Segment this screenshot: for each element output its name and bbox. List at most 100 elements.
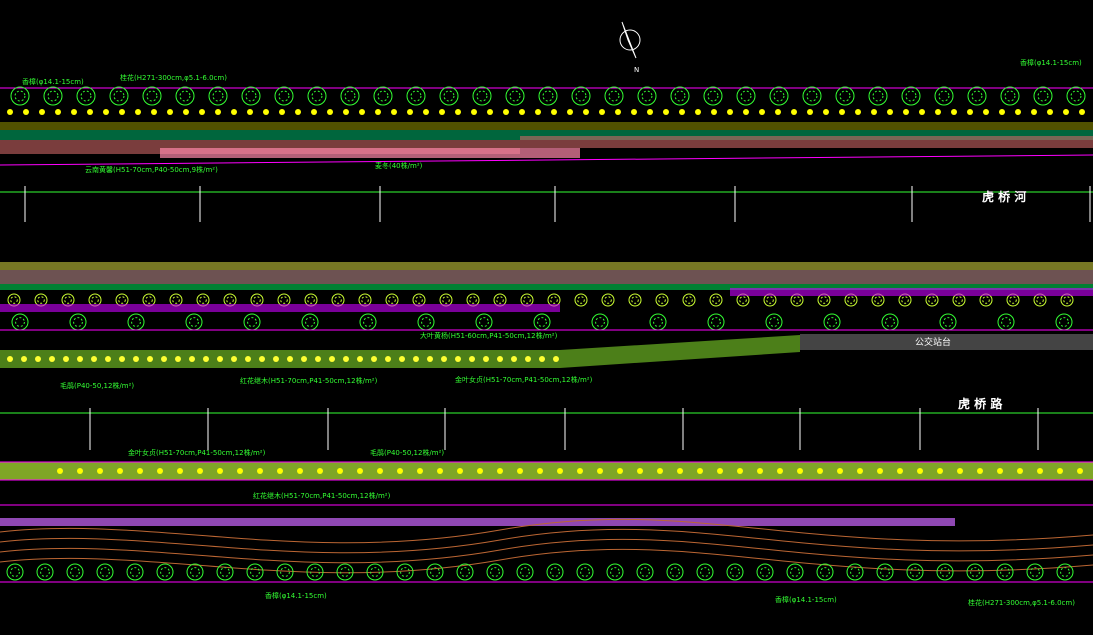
shrub (161, 356, 167, 362)
tree (306, 563, 324, 581)
tree (906, 563, 924, 581)
label: 红花继木(H51-70cm,P41-50cm,12株/m²) (253, 491, 391, 500)
shrub (137, 468, 143, 474)
shrub (71, 109, 77, 115)
tree (472, 86, 492, 106)
tree-canopy (670, 567, 680, 577)
shrub (97, 468, 103, 474)
shrub (977, 468, 983, 474)
shrub (417, 468, 423, 474)
shrub (57, 468, 63, 474)
shrub (855, 109, 861, 115)
planting-band (0, 284, 1093, 290)
tree-canopy (460, 567, 470, 577)
shrub (7, 109, 13, 115)
tree-canopy (307, 296, 315, 304)
shrub (997, 468, 1003, 474)
tree (1026, 563, 1044, 581)
shrub (343, 356, 349, 362)
tree-canopy (430, 567, 440, 577)
tree (816, 563, 834, 581)
shrub (511, 356, 517, 362)
shrub (133, 356, 139, 362)
shrub (151, 109, 157, 115)
label: 香樟(φ14.1-15cm) (265, 591, 327, 600)
tree-canopy (938, 90, 950, 102)
shrub (231, 109, 237, 115)
shrub (839, 109, 845, 115)
shrub (519, 109, 525, 115)
tree (703, 86, 723, 106)
shrub (119, 109, 125, 115)
tree-canopy (730, 567, 740, 577)
tree-canopy (523, 296, 531, 304)
shrub (599, 109, 605, 115)
tree-canopy (575, 90, 587, 102)
shrub (263, 109, 269, 115)
planting-band (0, 335, 800, 368)
shrub (525, 356, 531, 362)
tree-canopy (377, 90, 389, 102)
shrub (517, 468, 523, 474)
tree-canopy (641, 90, 653, 102)
tree (76, 86, 96, 106)
shrub (199, 109, 205, 115)
shrub (105, 356, 111, 362)
tree (726, 563, 744, 581)
tree-canopy (604, 296, 612, 304)
tree (373, 86, 393, 106)
path-curve (0, 548, 1093, 574)
label: 红花继木(H51-70cm,P41-50cm,12株/m²) (240, 376, 378, 385)
planting-band (0, 262, 1093, 270)
shrub (203, 356, 209, 362)
planting-band (160, 148, 580, 158)
tree-canopy (443, 90, 455, 102)
tree-canopy (479, 317, 489, 327)
tree-canopy (415, 296, 423, 304)
shrub (677, 468, 683, 474)
tree-canopy (806, 90, 818, 102)
tree-canopy (542, 90, 554, 102)
tree (876, 563, 894, 581)
shrub (91, 356, 97, 362)
shrub (663, 109, 669, 115)
tree (96, 563, 114, 581)
shrub (935, 109, 941, 115)
tree-canopy (490, 567, 500, 577)
tree (274, 86, 294, 106)
tree (246, 563, 264, 581)
tree-canopy (278, 90, 290, 102)
tree-canopy (970, 567, 980, 577)
river-label: 虎 桥 河 (982, 189, 1026, 204)
shrub (887, 109, 893, 115)
shrub (695, 109, 701, 115)
shrub (455, 356, 461, 362)
tree-canopy (1009, 296, 1017, 304)
tree (66, 563, 84, 581)
tree-canopy (179, 90, 191, 102)
tree-canopy (344, 90, 356, 102)
shrub (1079, 109, 1085, 115)
tree-canopy (631, 296, 639, 304)
shrub (247, 109, 253, 115)
shrub (717, 468, 723, 474)
tree (786, 563, 804, 581)
tree-canopy (1059, 317, 1069, 327)
tree-canopy (476, 90, 488, 102)
tree-canopy (388, 296, 396, 304)
shrub (35, 356, 41, 362)
shrub (359, 109, 365, 115)
tree-canopy (740, 90, 752, 102)
tree-canopy (250, 567, 260, 577)
shrub (177, 468, 183, 474)
shrub (777, 468, 783, 474)
tree (276, 563, 294, 581)
shrub (637, 468, 643, 474)
shrub (1037, 468, 1043, 474)
shrub (983, 109, 989, 115)
shrub (231, 356, 237, 362)
tree-canopy (189, 317, 199, 327)
tree-canopy (145, 296, 153, 304)
shrub (1031, 109, 1037, 115)
tree (126, 563, 144, 581)
